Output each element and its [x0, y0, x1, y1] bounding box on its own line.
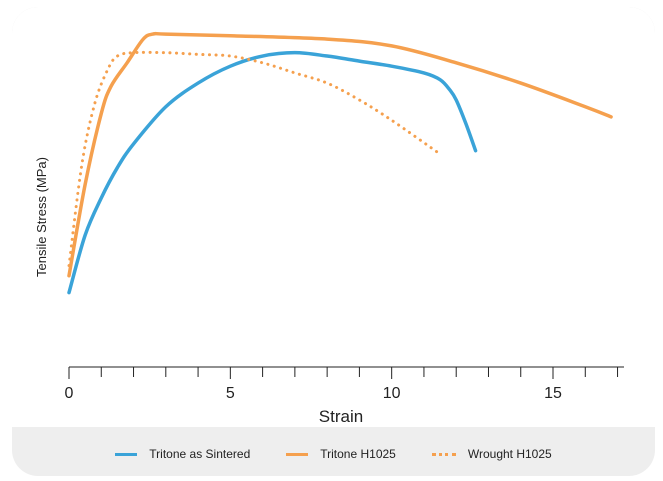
legend-label-h1025: Tritone H1025 — [320, 447, 396, 461]
legend-item-as-sintered: Tritone as Sintered — [115, 447, 250, 461]
legend-label-as-sintered: Tritone as Sintered — [149, 447, 251, 461]
x-tick-label: 5 — [226, 385, 235, 402]
tensile-chart: 0 5 10 15 Strain Tensile Stress (MPa) — [34, 31, 624, 426]
series-line-1 — [67, 31, 613, 278]
legend-item-wrought: Wrought H1025 — [431, 447, 552, 461]
x-axis-label: Strain — [319, 407, 363, 426]
x-tick-label: 10 — [383, 385, 401, 402]
series-layer — [67, 31, 613, 295]
chart-card: 0 5 10 15 Strain Tensile Stress (MPa) Trito… — [12, 7, 655, 476]
x-axis: 0 5 10 15 — [65, 366, 624, 402]
legend-swatch-h1025 — [286, 452, 309, 456]
series-line-0 — [67, 50, 478, 295]
legend: Tritone as Sintered Tritone H1025 Wrough… — [12, 439, 655, 469]
legend-item-h1025: Tritone H1025 — [286, 447, 396, 461]
legend-swatch-wrought — [431, 452, 456, 456]
legend-swatch-as-sintered — [115, 452, 138, 456]
y-axis-label: Tensile Stress (MPa) — [34, 157, 49, 277]
plot-background — [12, 7, 655, 427]
x-tick-label: 15 — [544, 385, 562, 402]
legend-label-wrought: Wrought H1025 — [467, 447, 552, 461]
x-tick-label: 0 — [65, 385, 74, 402]
series-line-2 — [67, 50, 442, 268]
